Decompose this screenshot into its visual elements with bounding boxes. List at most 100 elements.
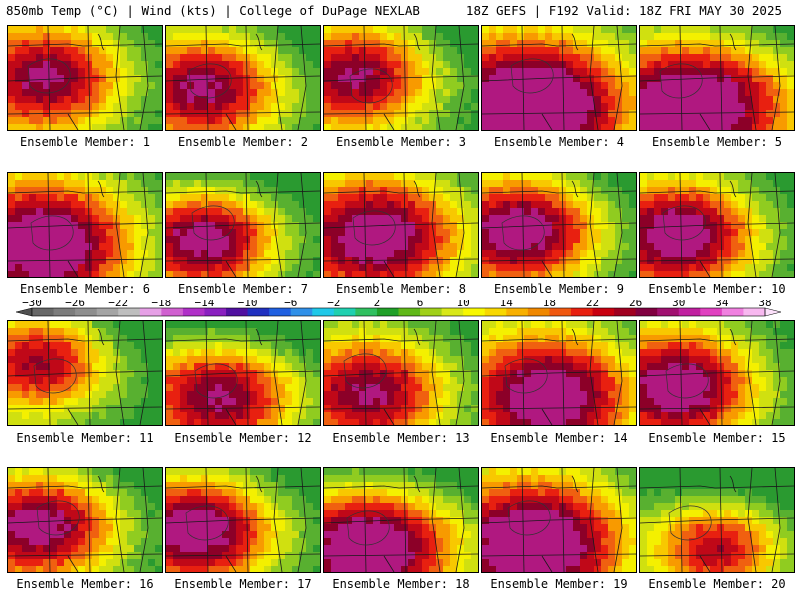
ensemble-member-map: [7, 320, 163, 426]
colorbar-swatch: [290, 308, 313, 316]
state-boundary-line: [166, 406, 320, 410]
temperature-contour: [343, 353, 387, 389]
ensemble-member-label: Ensemble Member: 8: [335, 282, 467, 296]
colorbar-swatch: [635, 308, 658, 316]
state-boundary-line: [771, 321, 781, 425]
ensemble-member-label: Ensemble Member: 3: [335, 135, 467, 149]
state-boundary-line: [482, 517, 636, 524]
header-valid-time: 18Z GEFS | F192 Valid: 18Z FRI MAY 30 20…: [465, 3, 782, 18]
colorbar-swatch: [721, 308, 744, 316]
colorbar-swatch: [269, 308, 292, 316]
state-boundary-line: [97, 475, 105, 493]
colorbar-swatch: [592, 308, 615, 316]
colorbar-tick-label: −6: [284, 300, 297, 309]
colorbar-swatch: [139, 308, 162, 316]
colorbar-tick-label: −14: [195, 300, 215, 309]
state-boundary-line: [541, 260, 553, 277]
temperature-contour: [33, 358, 77, 394]
temperature-contour: [30, 215, 74, 251]
state-boundary-line: [324, 553, 478, 557]
colorbar-swatch: [32, 308, 54, 316]
state-boundary-line: [771, 26, 781, 130]
header-title: 850mb Temp (°C) | Wind (kts) | College o…: [6, 3, 420, 18]
state-boundary-line: [747, 468, 757, 572]
ensemble-member-map: [481, 172, 637, 278]
ensemble-member-map: [165, 172, 321, 278]
state-boundary-line: [640, 485, 794, 489]
state-boundary-line: [225, 555, 237, 572]
state-boundary-line: [719, 26, 723, 130]
state-boundary-line: [324, 222, 478, 229]
state-boundary-line: [561, 468, 565, 572]
state-boundary-line: [8, 258, 162, 262]
colorbar-tick-label: −18: [151, 300, 171, 309]
state-boundary-line: [8, 111, 162, 115]
ensemble-member-label: Ensemble Member: 1: [19, 135, 151, 149]
colorbar-swatch: [506, 308, 529, 316]
state-boundary-line: [225, 113, 237, 130]
state-boundary-line: [8, 406, 162, 410]
state-boundary-line: [166, 111, 320, 115]
state-boundary-line: [324, 190, 478, 194]
state-boundary-line: [413, 33, 421, 51]
state-boundary-line: [679, 26, 683, 130]
colorbar-swatch: [441, 308, 464, 316]
temperature-contour: [36, 500, 80, 536]
colorbar-swatch: [700, 308, 723, 316]
colorbar-swatch: [527, 308, 550, 316]
state-boundary-line: [431, 468, 441, 572]
state-boundary-line: [8, 338, 162, 342]
ensemble-member-label: Ensemble Member: 7: [177, 282, 309, 296]
state-boundary-line: [383, 555, 395, 572]
state-boundary-line: [541, 555, 553, 572]
state-boundary-line: [431, 321, 441, 425]
colorbar-swatch: [333, 308, 356, 316]
state-boundary-line: [324, 370, 478, 377]
state-boundary-line: [115, 173, 125, 277]
colorbar-swatch: [398, 308, 421, 316]
ensemble-member-label: Ensemble Member: 4: [493, 135, 625, 149]
ensemble-member-map: [323, 25, 479, 131]
state-boundary-line: [589, 26, 599, 130]
ensemble-member-label: Ensemble Member: 20: [648, 577, 786, 591]
state-boundary-line: [166, 222, 320, 229]
state-boundary-line: [482, 406, 636, 410]
state-boundary-line: [719, 321, 723, 425]
state-boundary-line: [699, 408, 711, 425]
state-boundary-line: [413, 328, 421, 346]
colorbar-swatch: [53, 308, 76, 316]
colorbar-tick-label: 2: [374, 300, 381, 309]
state-boundary-line: [8, 43, 162, 47]
state-boundary-line: [324, 43, 478, 47]
state-boundary-line: [640, 75, 794, 82]
colorbar-max-arrow: [764, 307, 782, 317]
state-boundary-line: [613, 468, 623, 572]
state-boundary-line: [225, 260, 237, 277]
temperature-contour: [346, 510, 390, 546]
state-boundary-line: [482, 338, 636, 342]
state-boundary-line: [383, 260, 395, 277]
state-boundary-line: [245, 26, 249, 130]
state-boundary-line: [383, 113, 395, 130]
state-boundary-line: [541, 408, 553, 425]
temperature-field: [8, 173, 162, 277]
ensemble-member-map: [165, 25, 321, 131]
state-boundary-line: [482, 111, 636, 115]
state-boundary-line: [47, 321, 51, 425]
colorbar-swatch: [75, 308, 98, 316]
colorbar-svg: −30 −26 −22 −18 −14 −10 −6 −2 2 6 10 14 18 22 26 30 34 38…: [15, 300, 782, 317]
state-boundary-line: [455, 468, 465, 572]
temperature-field: [8, 26, 162, 130]
state-boundary-line: [87, 468, 91, 572]
temperature-contour: [352, 210, 396, 246]
ensemble-member-map: [7, 467, 163, 573]
colorbar-tick-label: 26: [629, 300, 642, 309]
state-boundary-line: [205, 321, 209, 425]
colorbar-swatch: [312, 308, 335, 316]
state-boundary-line: [87, 173, 91, 277]
colorbar-swatch: [161, 308, 184, 316]
state-boundary-line: [166, 553, 320, 557]
ensemble-member-label: Ensemble Member: 18: [332, 577, 470, 591]
colorbar-swatch: [376, 308, 399, 316]
state-boundary-line: [324, 406, 478, 410]
